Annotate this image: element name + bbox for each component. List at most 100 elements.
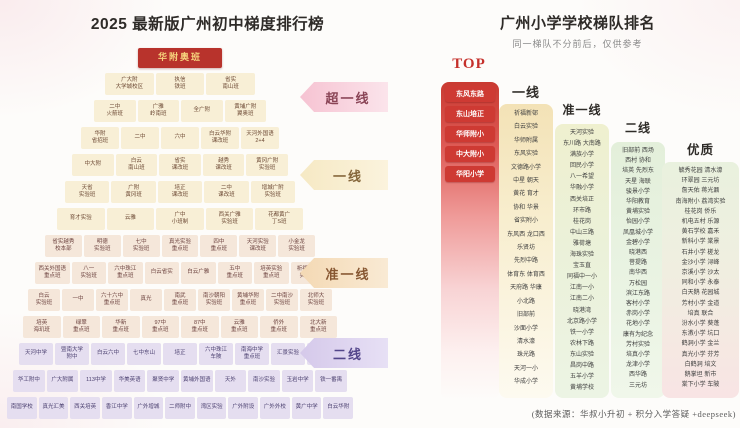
school-item: 凤凰城小学	[622, 229, 653, 236]
pyramid-school-cell: 六十六中 重点班	[96, 289, 128, 311]
pyramid-school-cell: 暨南大学 附中	[55, 343, 89, 365]
pyramid-school-cell: 黄广中学	[291, 397, 322, 419]
pyramid-school-cell: 天河外国语 2+4	[241, 127, 279, 149]
pyramid-row: 广大附 大学城校区 执信 铁班 省实 南山班	[105, 73, 256, 95]
school-tier-pyramid: 华附奥班 广大附 大学城校区 执信 铁班 省实 南山班 二中 火箭班 广雅 岭南班 全广附 黄埔广附 翼奥…	[4, 48, 356, 419]
top-tier-column: 东风东路 东山培正 华师附小 中大附小 华阳小学	[441, 82, 499, 400]
pyramid-school-cell: 华工附中	[13, 370, 45, 392]
pyramid-school-cell: 明德 实验班	[83, 235, 121, 257]
school-item: 沙面小学	[513, 325, 538, 332]
school-item: 赤岗小学	[625, 311, 650, 318]
pyramid-school-cell: 广中 小班制	[156, 208, 204, 230]
pyramid-school-cell: 真光汇美	[38, 397, 69, 419]
school-item: 晓港西	[628, 250, 647, 257]
pyramid-school-cell: 二中南沙 实验班	[266, 289, 298, 311]
pyramid-school-cell: 香江中学	[101, 397, 132, 419]
pyramid-school-cell: 省实 南山班	[206, 73, 256, 95]
school-item: 珠光路	[516, 352, 535, 359]
school-item: 客村小学	[625, 301, 650, 308]
school-item: 旧部前 西场	[622, 148, 654, 154]
pyramid-school-cell: 天河中学	[19, 343, 53, 365]
school-item: 协和 华景	[513, 204, 539, 211]
school-item: 黄埔实验	[625, 209, 650, 216]
school-item: 天府路 华康	[510, 285, 542, 292]
school-item: 西华路	[628, 372, 647, 379]
school-item: 昌岗中路	[569, 362, 594, 369]
school-item: 农林下路	[569, 340, 594, 347]
pyramid-school-cell: 南国学校	[6, 397, 37, 419]
school-item: 晓港湾	[572, 307, 591, 314]
pyramid-school-cell: 北师大 实验班	[300, 289, 332, 311]
pyramid-row: 华附奥班	[138, 48, 222, 68]
school-item: 满族小学	[569, 152, 594, 159]
tier-label-quasi-first-tier: 准一线	[562, 103, 602, 117]
pyramid-school-cell: 华美英语	[113, 370, 146, 392]
pyramid-school-cell: 黄埔外国语	[181, 370, 213, 392]
pyramid-school-cell: 黄埔华附 重点班	[232, 289, 264, 311]
pyramid-row: 华工附中 广大附属 113中学 华美英语 聚贤中学 黄埔外国语 天外 南沙实验 玉岩中学 铁一番禺	[13, 370, 347, 392]
school-item: 骏景小学	[625, 188, 650, 195]
school-item: 白鹤洞 培文	[684, 361, 717, 368]
school-item: 回民小学	[569, 163, 594, 170]
pyramid-school-cell: 聚贤中学	[147, 370, 179, 392]
pyramid-school-cell: 执信 铁班	[155, 73, 205, 95]
pyramid-school-cell: 天外	[214, 370, 247, 392]
school-item: 同和小学 永泰	[681, 280, 720, 287]
pyramid-school-cell: 湾区实验	[196, 397, 227, 419]
top-tier-school: 东山培正	[445, 106, 495, 122]
pyramid-school-cell: 南沙实验	[248, 370, 280, 392]
school-item: 旧部前	[516, 312, 535, 319]
school-item: 桂花岗 侨乐	[684, 208, 717, 215]
school-item: 康有为纪念	[622, 331, 653, 338]
school-item: 天河一小	[513, 365, 538, 372]
top-tier-school: 华师附小	[445, 126, 495, 142]
school-item: 棠下小学 车陂	[681, 382, 720, 389]
pyramid-school-cell: 白云 实验班	[28, 289, 60, 311]
school-item: 祈福新邨	[513, 111, 538, 117]
pyramid-school-cell: 铁一番禺	[315, 370, 347, 392]
school-item: 石井小学 槎龙	[681, 249, 720, 256]
pyramid-row: 天省 实验班 广附 黄冈班 培正 课改班 二中 课改班 增城广附 实验班	[64, 181, 296, 203]
school-item: 詹天佑 蒋光鼐	[681, 188, 720, 195]
junior-high-ranking-panel: 2025 最新版广州初中梯度排行榜 华附奥班 广大附 大学城校区 执信 铁班 省实 南山班二…	[4, 16, 388, 419]
school-item: 黄石学校 嘉禾	[681, 229, 720, 236]
school-item: 东风西 龙口西	[507, 231, 545, 238]
school-item: 铁一小学	[569, 329, 594, 336]
pyramid-school-cell: 华附奥班	[138, 48, 222, 68]
pyramid-school-cell: 黄冈广附 实验班	[246, 154, 288, 176]
school-item: 怡园小学	[625, 219, 650, 226]
tier-arrow-quasi-first: 准一线	[300, 258, 388, 288]
pyramid-school-cell: 黄埔广附 翼奥班	[224, 100, 266, 122]
pyramid-school-cell: 小金龙 实验班	[278, 235, 316, 257]
top-tier-school: 华阳小学	[445, 166, 495, 182]
pyramid-school-cell: 二师附中	[165, 397, 195, 419]
pyramid-school-cell: 华附 省招班	[81, 127, 119, 149]
pyramid-school-cell: 绿翠 重点班	[62, 316, 100, 338]
school-item: 华融小学	[569, 185, 594, 192]
junior-high-title: 2025 最新版广州初中梯度排行榜	[90, 16, 325, 33]
pyramid-school-cell: 中大附	[72, 154, 114, 176]
pyramid-school-cell: 四中 重点班	[200, 235, 238, 257]
pyramid-school-cell: 五中 重点班	[217, 262, 252, 284]
pyramid-school-cell: 南海中学 重点班	[235, 343, 269, 365]
pyramid-school-cell: 一中	[62, 289, 94, 311]
pyramid-school-cell: 北大新 重点班	[299, 316, 337, 338]
tier-arrow-second: 二线	[300, 338, 388, 368]
school-item: 小北路	[516, 298, 535, 305]
school-item: 环翠园 三元坊	[681, 178, 720, 185]
school-item: 东川路 大南路	[563, 141, 601, 148]
school-item: 省实附小	[513, 218, 538, 225]
top-tier-label: TOP	[452, 56, 486, 72]
pyramid-school-cell: 西关培英	[70, 397, 100, 419]
pyramid-school-cell: 增城广附 实验班	[250, 181, 296, 203]
pyramid-row: 省实越秀 校本部 明德 实验班 七中 实验班 真光实验 重点班 四中 重点班 天河实验 课改班 小金龙实…	[45, 235, 316, 257]
school-item: 东山实验	[569, 351, 594, 358]
pyramid-school-cell: 97中 重点班	[141, 316, 179, 338]
pyramid-school-cell: 八一 实验班	[71, 262, 106, 284]
primary-school-title: 广州小学学校梯队排名	[499, 15, 655, 32]
pyramid-school-cell: 87中 重点班	[181, 316, 219, 338]
pyramid-school-cell: 云雅 重点班	[220, 316, 258, 338]
pyramid-school-cell: 侨外 重点班	[260, 316, 298, 338]
pyramid-school-cell: 华新 重点班	[102, 316, 140, 338]
school-item: 环市路	[572, 207, 591, 214]
